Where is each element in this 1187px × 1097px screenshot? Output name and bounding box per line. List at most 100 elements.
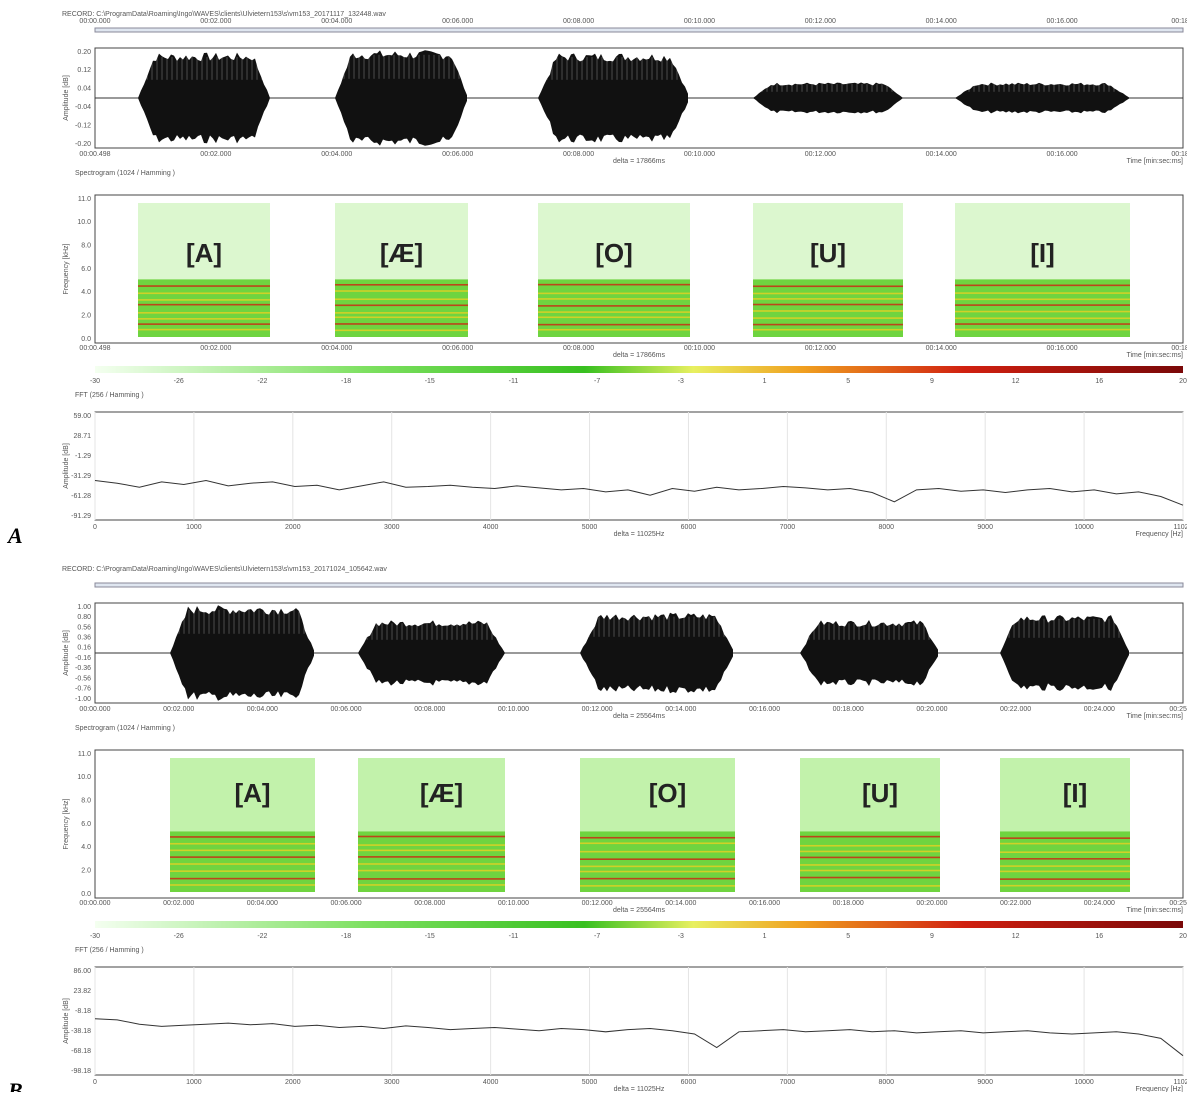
x-tick-label: 6000 [681,1079,697,1086]
y-tick-label: 0.0 [81,891,91,898]
waveform-segment [170,605,314,701]
x-tick-label: 00:18.000 [833,706,864,713]
colorbar-tick-label: -26 [174,378,184,385]
formant-stripe [955,311,1130,313]
ruler-tick-label: 00:16.000 [1047,18,1078,25]
x-tick-label: 9000 [977,1079,993,1086]
spectrum-lower [1000,831,1130,892]
y-tick-label: -98.18 [71,1068,91,1075]
colorbar-tick-label: 16 [1095,378,1103,385]
vowel-label: [O] [649,778,687,808]
delta-label: delta = 25564ms [613,713,665,720]
y-tick-label: 11.0 [78,196,91,203]
x-tick-label: 4000 [483,524,499,531]
colorbar-tick-label: 1 [763,378,767,385]
x-tick-label: 00:12.000 [582,706,613,713]
formant-stripe [955,317,1130,319]
x-tick-label: 7000 [780,524,796,531]
colorbar-tick-label: 5 [846,378,850,385]
y-tick-label: -0.20 [75,141,91,148]
x-tick-label: 00:16.000 [1047,151,1078,158]
y-axis-label: Amplitude [dB] [63,443,70,489]
record-path: RECORD: C:\ProgramData\Roaming\Ingo\WAVE… [62,11,386,18]
x-tick-label: 00:10.000 [498,900,529,907]
waveform-segment [138,53,270,144]
x-tick-label: 00:08.000 [563,151,594,158]
waveform-segment [538,53,688,142]
formant-stripe [170,863,315,865]
formant-stripe [538,284,690,286]
colorbar-tick-label: -11 [509,933,519,940]
formant-stripe [753,298,903,300]
colorbar-tick-label: 1 [763,933,767,940]
colorbar-tick-label: 20 [1179,933,1187,940]
x-tick-label: 00:04.000 [321,345,352,352]
formant-stripe [358,884,505,886]
spectrum-lower [955,279,1130,337]
panel-label: A [6,523,23,548]
y-tick-label: -0.56 [75,675,91,682]
y-tick-label: 86.00 [73,968,91,975]
x-tick-label: 3000 [384,1079,400,1086]
formant-stripe [753,310,903,312]
formant-stripe [955,323,1130,325]
formant-stripe [1000,858,1130,860]
x-tick-label: 00:06.000 [442,151,473,158]
x-tick-label: 8000 [878,524,894,531]
formant-stripe [538,293,690,295]
formant-stripe [538,329,690,331]
waveform-segment [1000,615,1129,691]
y-tick-label: 28.71 [73,433,91,440]
formant-stripe [538,316,690,318]
formant-stripe [138,292,270,294]
y-tick-label: 23.82 [73,988,91,995]
x-tick-label: 00:18.000 [833,900,864,907]
x-tick-label: 00:25.55 [1169,706,1187,713]
y-tick-label: 10.0 [77,774,91,781]
colorbar [95,921,1183,928]
formant-stripe [170,843,315,845]
y-tick-label: 2.0 [81,313,91,320]
colorbar-tick-label: -3 [678,933,684,940]
colorbar-tick-label: -18 [341,378,351,385]
x-tick-label: 00:10.000 [498,706,529,713]
y-tick-label: -0.04 [75,104,91,111]
x-tick-label: 10000 [1074,1079,1094,1086]
x-axis-label: Time [min:sec:ms] [1126,352,1183,359]
formant-stripe [580,858,735,860]
formant-stripe [170,884,315,886]
time-ruler [95,583,1183,587]
formant-stripe [580,842,735,844]
x-tick-label: 00:12.000 [582,900,613,907]
fft-box [95,412,1183,520]
ruler-tick-label: 00:14.000 [926,18,957,25]
colorbar-tick-label: -15 [425,378,435,385]
x-tick-label: 00:16.000 [1047,345,1078,352]
colorbar-tick-label: 5 [846,933,850,940]
formant-stripe [800,857,940,859]
ruler-tick-label: 00:04.000 [321,18,352,25]
formant-stripe [955,292,1130,294]
x-tick-label: 00:12.000 [805,345,836,352]
spectrum-lower [753,279,903,337]
x-tick-label: 00:04.000 [321,151,352,158]
x-tick-label: 00:16.000 [749,706,780,713]
formant-stripe [138,323,270,325]
y-tick-label: 4.0 [81,289,91,296]
x-axis-label: Time [min:sec:ms] [1126,158,1183,165]
ruler-tick-label: 00:08.000 [563,18,594,25]
y-tick-label: -61.28 [71,493,91,500]
x-tick-label: 00:02.000 [163,706,194,713]
x-tick-label: 6000 [681,524,697,531]
spectrum-lower [538,279,690,337]
formant-stripe [170,870,315,872]
x-tick-label: 2000 [285,524,301,531]
y-tick-label: 0.36 [77,635,91,642]
y-tick-label: 8.0 [81,798,91,805]
x-tick-label: 10000 [1074,524,1094,531]
x-tick-label: 00:12.000 [805,151,836,158]
x-axis-label: Frequency [Hz] [1136,531,1184,538]
x-tick-label: 00:14.000 [665,900,696,907]
formant-stripe [538,305,690,307]
x-tick-label: 0 [93,524,97,531]
